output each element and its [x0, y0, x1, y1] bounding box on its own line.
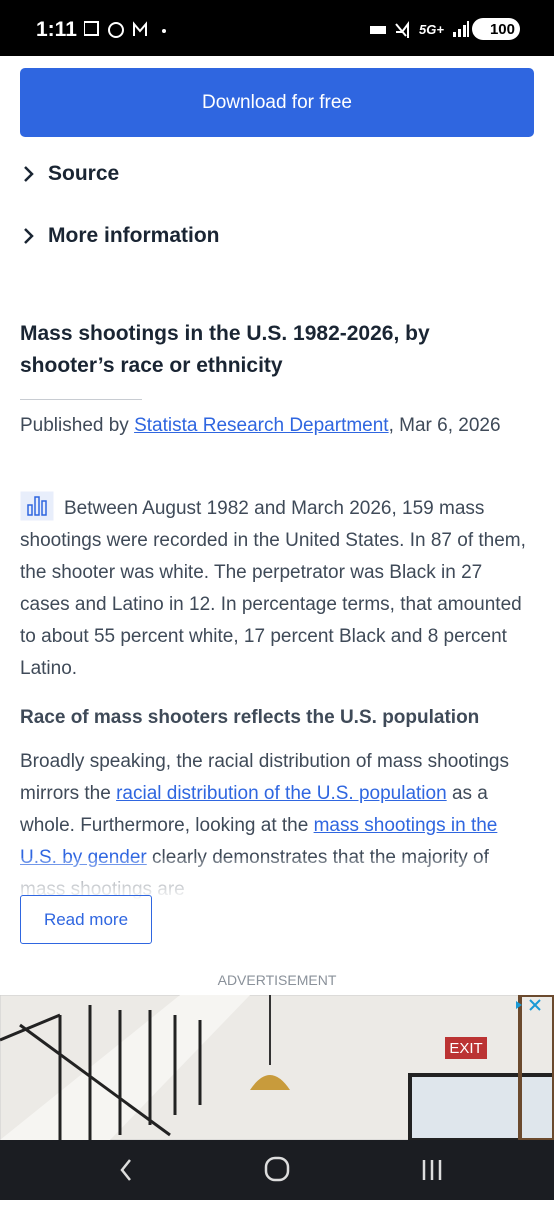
time: 1:11	[36, 18, 77, 41]
accordion[interactable]: More information	[22, 224, 220, 248]
home[interactable]	[264, 1156, 290, 1182]
chevron	[24, 166, 34, 182]
download-button[interactable]: Download for free	[20, 68, 534, 137]
accordion-label: Source	[48, 162, 120, 185]
link[interactable]: racial distribution of the U.S. populati…	[116, 783, 447, 804]
subheading: Race of mass shooters reflects the U.S. …	[20, 707, 480, 728]
network: 5G+	[419, 22, 444, 37]
chevron	[24, 228, 34, 244]
fade	[0, 858, 554, 900]
battery: 100	[472, 18, 520, 40]
paragraph-text: Between August 1982 and March 2026, 159 …	[20, 498, 526, 679]
accordion-label: More information	[48, 224, 220, 247]
chart-icon	[20, 491, 54, 521]
nav-icons	[120, 1156, 442, 1182]
text: Broadly speaking, the racial distributio…	[20, 751, 509, 804]
link[interactable]: Statista Research Department	[134, 415, 389, 436]
battery-level: 100	[489, 21, 515, 38]
byline: Published by Statista Research Departmen…	[20, 410, 520, 442]
button-label: Download for free	[202, 91, 352, 113]
notification-icons	[84, 21, 166, 38]
ad-label: ADVERTISEMENT	[217, 972, 337, 988]
article-title: Mass shootings in the U.S. 1982-2026, by…	[20, 322, 430, 377]
accordion[interactable]: Source	[22, 162, 119, 186]
button-label: Read more	[43, 909, 129, 929]
exit-sign: EXIT	[449, 1040, 482, 1057]
ad-image[interactable]: EXIT	[0, 995, 554, 1140]
read-more-button[interactable]: Read more	[20, 895, 152, 944]
navigation-bar	[0, 1140, 554, 1200]
back[interactable]	[120, 1159, 131, 1181]
text: Published by	[20, 415, 135, 436]
signal	[453, 21, 469, 37]
divider	[20, 399, 142, 400]
paragraph: Between August 1982 and March 2026, 159 …	[20, 491, 536, 685]
paragraph-clip: Broadly speaking, the racial distributio…	[0, 746, 554, 900]
text: as a whole. Furthermore, looking at the	[20, 783, 488, 836]
status-icons	[370, 21, 409, 38]
text: , Mar 6, 2026	[388, 415, 501, 436]
status-bar: 1:11 5G+ 100	[0, 0, 554, 56]
recents[interactable]	[422, 1160, 442, 1180]
